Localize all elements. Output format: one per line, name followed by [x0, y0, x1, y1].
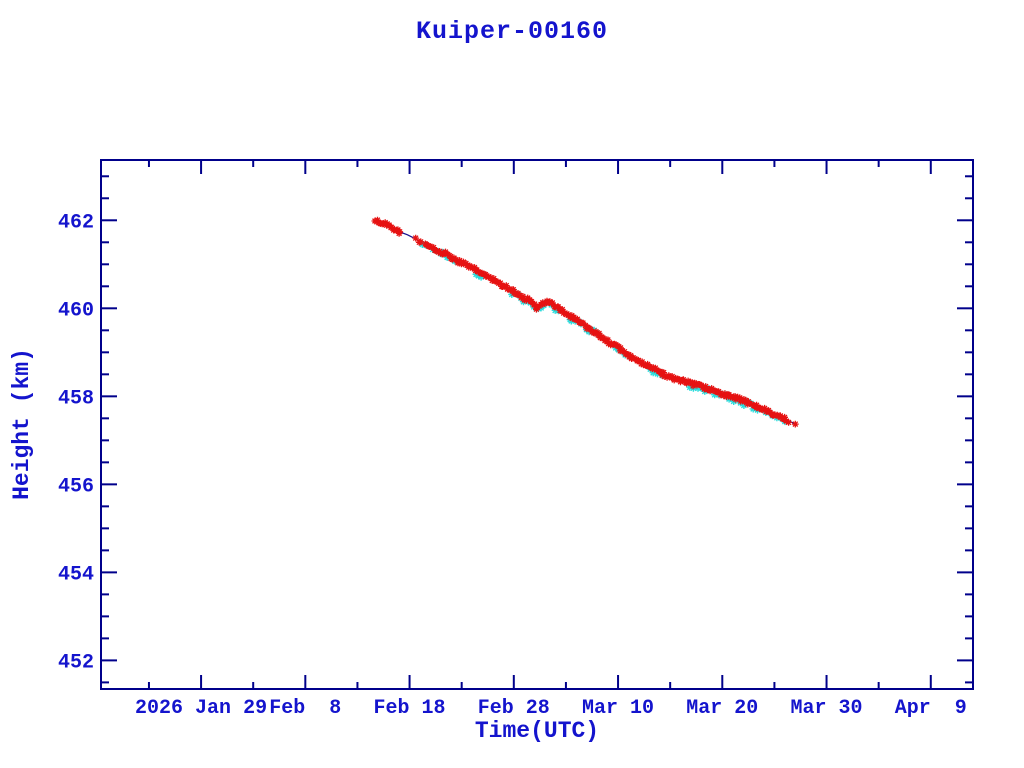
data-marker [627, 352, 635, 359]
data-marker [487, 274, 495, 281]
data-marker [686, 383, 694, 391]
data-marker [579, 319, 587, 327]
data-marker [539, 299, 547, 306]
data-marker [531, 300, 538, 308]
x-tick-label: Apr 9 [895, 697, 967, 720]
data-marker [497, 279, 504, 287]
data-marker [637, 360, 645, 368]
x-tick-label: Mar 20 [686, 697, 758, 720]
data-marker [374, 216, 381, 224]
data-marker [417, 238, 425, 246]
data-marker [711, 391, 719, 399]
data-marker [658, 371, 666, 379]
data-marker [574, 315, 581, 323]
data-marker [742, 396, 750, 404]
data-marker [668, 373, 676, 380]
data-marker [791, 420, 799, 428]
x-tick-label: Feb 28 [478, 697, 550, 720]
chart-title: Kuiper-00160 [415, 17, 609, 46]
data-marker [618, 347, 626, 355]
y-tick-label: 458 [58, 387, 94, 410]
data-marker [595, 330, 603, 337]
x-axis-ticks [147, 160, 932, 689]
data-marker [456, 257, 463, 264]
data-marker [660, 369, 668, 376]
data-marker [717, 391, 725, 399]
y-tick-label: 462 [58, 211, 94, 234]
y-tick-label: 452 [58, 651, 94, 674]
x-tick-label: Mar 10 [582, 697, 654, 720]
data-marker [549, 299, 556, 307]
data-marker [560, 309, 567, 317]
data-marker [689, 382, 697, 390]
data-marker [478, 269, 486, 277]
series-height-primary [371, 216, 799, 428]
data-marker [617, 344, 624, 352]
data-marker [477, 273, 485, 281]
data-marker [502, 282, 510, 289]
y-tick-label: 460 [58, 299, 94, 322]
data-marker [396, 228, 404, 236]
data-marker [781, 413, 788, 421]
data-marker [716, 389, 724, 397]
data-marker [621, 348, 628, 356]
data-marker [638, 358, 646, 366]
data-marker [736, 394, 744, 402]
data-marker [432, 247, 439, 254]
data-marker [485, 273, 493, 281]
data-marker [661, 373, 669, 380]
data-marker [554, 303, 562, 311]
plot-frame [100, 159, 974, 690]
x-axis-title: Time(UTC) [474, 718, 600, 744]
data-marker [721, 390, 729, 398]
data-marker [412, 234, 420, 242]
x-tick-labels: 2026 Jan 29 Feb 8 Feb 18 Feb 28 Mar 10 Mar 20… [135, 697, 967, 720]
data-marker [740, 401, 748, 409]
y-tick-label: 456 [58, 475, 94, 498]
y-tick-labels: 452 454 456 458 460 462 [58, 211, 94, 674]
data-marker [749, 405, 757, 413]
x-tick-label: Feb 18 [374, 697, 446, 720]
data-marker [731, 393, 739, 400]
data-marker [492, 277, 499, 285]
data-marker [371, 217, 379, 225]
data-marker [720, 392, 728, 400]
data-marker [649, 369, 657, 377]
data-marker [587, 325, 594, 333]
data-marker [672, 374, 679, 382]
data-marker [567, 317, 575, 325]
data-marker [635, 357, 642, 364]
data-marker [746, 400, 754, 407]
data-marker [510, 286, 517, 294]
x-tick-label: 2026 Jan 29 [135, 697, 267, 720]
data-marker [519, 293, 527, 300]
y-tick-label: 454 [58, 563, 94, 586]
data-marker [469, 264, 476, 272]
data-marker [528, 298, 535, 305]
data-marker [430, 244, 437, 251]
data-marker [702, 383, 710, 390]
data-marker [472, 270, 480, 278]
data-marker [785, 419, 792, 426]
data-marker [475, 272, 483, 280]
data-marker [761, 404, 768, 412]
data-marker [680, 376, 687, 384]
x-tick-label: Feb 8 [269, 697, 341, 720]
data-marker [604, 336, 612, 344]
data-marker [373, 218, 381, 226]
data-marker [387, 223, 395, 231]
x-tick-label: Mar 30 [791, 697, 863, 720]
data-marker [740, 396, 748, 403]
y-axis-ticks [101, 175, 973, 684]
data-marker [558, 306, 566, 313]
data-marker [592, 328, 600, 336]
